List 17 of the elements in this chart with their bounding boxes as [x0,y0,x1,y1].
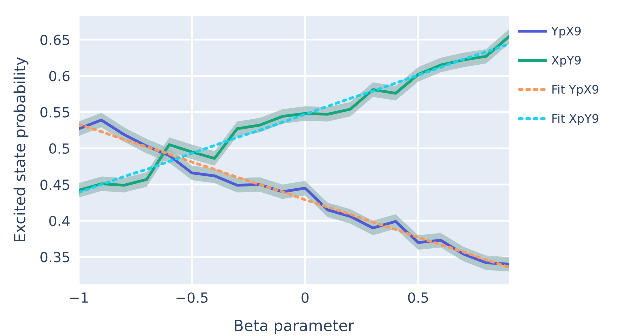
x-tick-label: 0 [302,292,309,304]
y-tick-label: 0.5 [49,144,70,154]
y-axis-title: Excited state probability [14,57,29,242]
legend-label: XpY9 [552,56,581,68]
legend-label: YpX9 [551,26,581,38]
x-axis-title: Beta parameter [235,320,354,334]
y-tick-label: 0.6 [49,71,70,82]
y-tick-label: 0.55 [40,107,70,118]
y-tick-label: 0.65 [40,34,70,46]
legend-label: Fit XpY9 [552,114,599,126]
x-tick-label: −0.5 [176,292,208,304]
x-tick-label: −1 [70,292,88,303]
y-tick-label: 0.4 [49,216,70,226]
legend-label: Fit YpX9 [552,84,599,96]
x-tick-label: 0.5 [408,292,428,304]
y-tick-label: 0.45 [40,180,70,190]
y-tick-label: 0.35 [40,252,70,263]
